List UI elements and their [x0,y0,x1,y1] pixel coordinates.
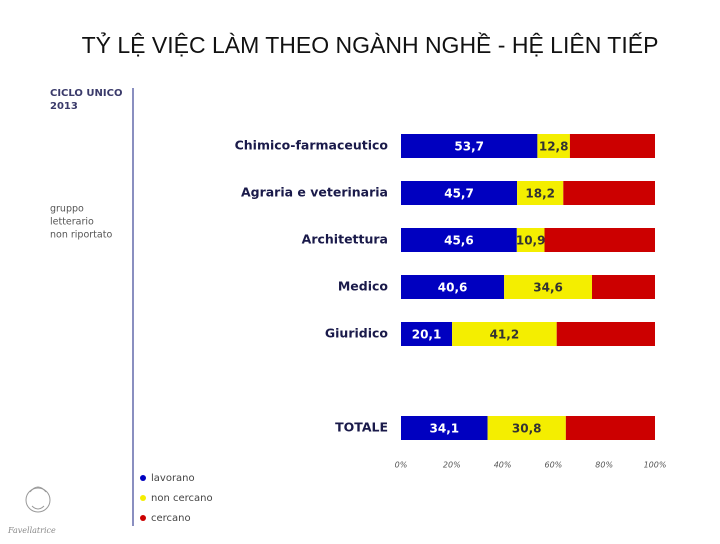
category-label: TOTALE [335,420,388,435]
value-label: 41,2 [490,328,520,342]
category-label: Medico [338,279,389,294]
bar-segment [516,228,545,252]
bar-segment [537,134,570,158]
value-label: 45,7 [444,187,474,201]
value-label: 34,6 [533,281,563,295]
legend-marker [140,475,146,481]
side-note: letterario [50,217,94,228]
x-tick-label: 40% [494,461,512,470]
value-label: 45,6 [444,234,474,248]
value-label: 53,7 [454,140,484,154]
value-label: 20,1 [412,328,442,342]
legend-label: cercano [151,513,191,524]
bar-segment [563,181,655,205]
bar-segment [401,181,518,205]
x-tick-label: 0% [395,461,408,470]
side-header: CICLO UNICO [50,88,122,99]
slide-title: TỶ LỆ VIỆC LÀM THEO NGÀNH NGHỀ - HỆ LIÊN… [82,30,659,58]
value-label: 10,9 [516,234,546,248]
legend-marker [140,495,146,501]
legend-marker [140,515,146,521]
x-tick-label: 60% [545,461,563,470]
bar-segment [401,322,453,346]
bar-segment [517,181,564,205]
category-label: Architettura [302,232,388,247]
legend-label: lavorano [151,473,195,484]
category-label: Chimico-farmaceutico [235,138,389,153]
bar-segment [452,322,557,346]
x-tick-label: 100% [644,461,667,470]
category-label: Giuridico [325,326,389,341]
bar-segment [504,275,593,299]
bar-segment [401,275,505,299]
side-header: 2013 [50,101,78,112]
value-label: 12,8 [539,140,569,154]
side-note: gruppo [50,204,84,215]
bar-segment [565,416,655,440]
bar-segment [569,134,655,158]
side-note: non riportato [50,230,112,241]
bar-segment [592,275,655,299]
value-label: 40,6 [438,281,468,295]
bar-segment [544,228,655,252]
bar-segment [556,322,655,346]
value-label: 18,2 [525,187,555,201]
bar-segment [401,134,538,158]
value-label: 30,8 [512,422,542,436]
category-label: Agraria e veterinaria [241,185,388,200]
logo-text: Favellatrice [7,526,56,535]
bar-segment [401,416,488,440]
bar-segment [487,416,566,440]
logo [25,486,51,513]
legend-label: non cercano [151,493,213,504]
x-tick-label: 80% [595,461,613,470]
value-label: 34,1 [430,422,460,436]
x-tick-label: 20% [443,461,461,470]
bar-segment [401,228,517,252]
